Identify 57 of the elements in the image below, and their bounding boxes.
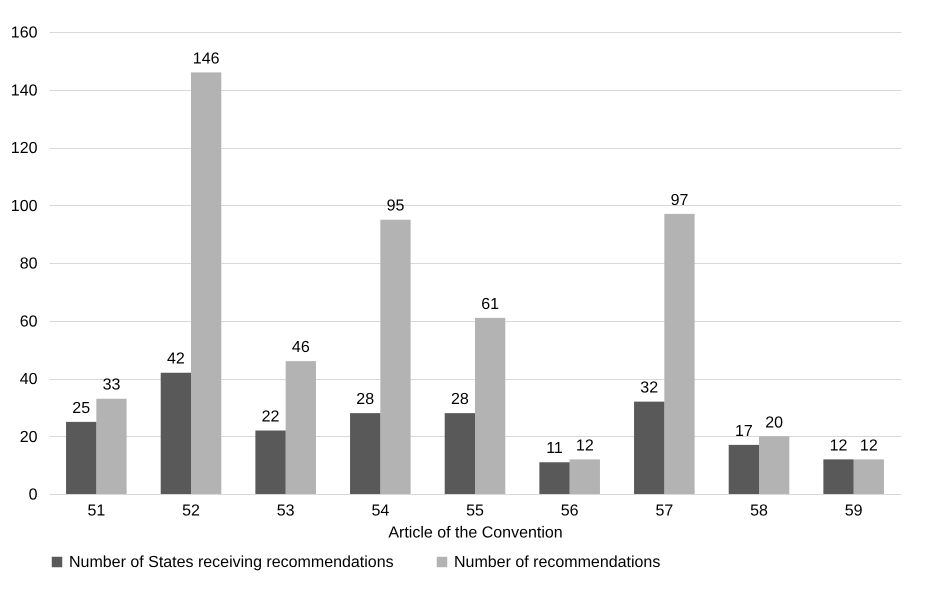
bar — [286, 361, 316, 494]
bar — [539, 462, 570, 494]
x-tick-label: 51 — [87, 502, 106, 520]
y-tick-label: 60 — [20, 313, 38, 330]
x-tick-label: 56 — [560, 502, 579, 520]
data-label: 42 — [166, 350, 185, 368]
legend-label: Number of recommendations — [454, 554, 660, 571]
y-tick-label: 0 — [28, 486, 38, 504]
data-label: 17 — [734, 422, 753, 440]
data-label: 146 — [192, 50, 220, 68]
y-tick-label: 100 — [10, 198, 38, 215]
bar — [96, 398, 127, 494]
x-tick-label: 53 — [276, 502, 295, 520]
legend-label: Number of States receiving recommendations — [69, 554, 394, 571]
x-tick-label: 59 — [844, 502, 863, 520]
data-label: 20 — [765, 414, 784, 432]
bar — [380, 220, 411, 494]
data-label: 33 — [102, 376, 120, 394]
y-tick-label: 20 — [20, 428, 38, 446]
data-label: 95 — [386, 198, 404, 215]
bar — [191, 72, 222, 494]
x-tick-label: 58 — [750, 502, 768, 520]
data-label: 61 — [481, 296, 500, 313]
bar — [759, 436, 790, 494]
y-tick-label: 140 — [10, 82, 38, 100]
x-tick-label: 57 — [655, 502, 674, 520]
data-label: 12 — [860, 437, 878, 454]
bar — [728, 444, 759, 494]
y-tick-label: 40 — [20, 371, 38, 388]
bar — [854, 459, 884, 494]
x-axis-title: Article of the Convention — [388, 524, 563, 542]
x-tick-label: 55 — [466, 502, 484, 520]
bar — [444, 413, 475, 494]
bar — [160, 372, 191, 494]
bar — [350, 413, 380, 494]
x-tick-label: 52 — [182, 502, 200, 520]
data-label: 97 — [670, 192, 688, 209]
data-label: 28 — [450, 391, 469, 408]
y-tick-label: 80 — [20, 256, 38, 272]
y-tick-label: 120 — [10, 140, 38, 157]
data-label: 12 — [830, 437, 848, 454]
data-label: 22 — [262, 408, 280, 426]
data-label: 25 — [72, 400, 90, 417]
data-label: 11 — [546, 440, 563, 458]
x-tick-label: 54 — [371, 502, 390, 520]
bar — [570, 459, 600, 494]
data-label: 32 — [640, 380, 658, 397]
bar — [255, 430, 286, 494]
y-tick-label: 160 — [10, 24, 38, 42]
bar — [634, 402, 664, 494]
data-label: 12 — [576, 437, 594, 454]
data-label: 28 — [356, 391, 374, 408]
bar — [823, 459, 854, 494]
bar — [66, 422, 96, 494]
bar — [475, 318, 506, 494]
bar — [664, 214, 695, 494]
data-label: 46 — [292, 339, 310, 356]
